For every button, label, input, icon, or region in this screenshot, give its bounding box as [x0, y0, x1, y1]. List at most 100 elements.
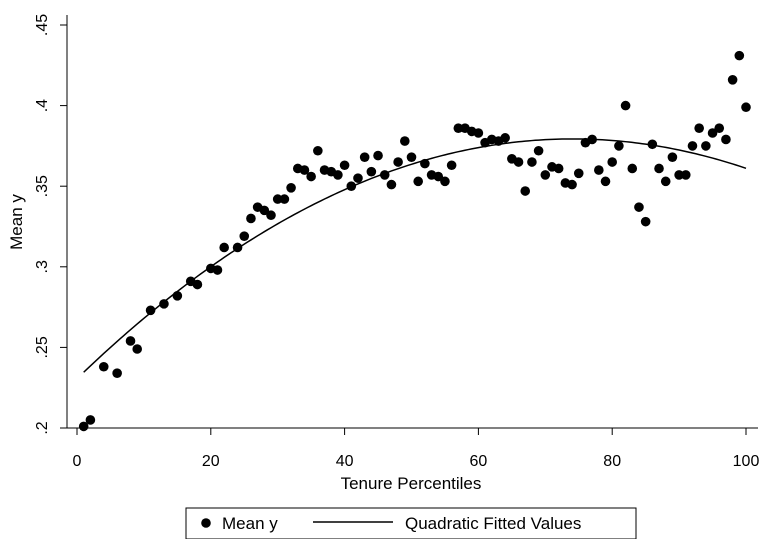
scatter-point [440, 176, 450, 187]
legend-label-mean-y: Mean y [222, 514, 278, 533]
x-tick-label: 80 [603, 453, 621, 470]
y-axis-title: Mean y [7, 194, 26, 250]
scatter-point [286, 183, 296, 193]
scatter-point [647, 139, 658, 150]
x-tick-label: 40 [336, 453, 354, 470]
scatter-point [406, 152, 417, 162]
legend-marker-mean-y [201, 518, 211, 528]
scatter-point [306, 171, 316, 182]
scatter-point [734, 50, 745, 61]
scatter-point [379, 170, 390, 180]
scatter-point [553, 163, 564, 174]
scatter-point [259, 205, 270, 216]
scatter-point [540, 170, 551, 180]
legend-label-quadratic: Quadratic Fitted Values [405, 514, 581, 533]
legend: Mean y Quadratic Fitted Values [185, 507, 637, 539]
scatter-point [694, 123, 704, 133]
x-tick-label: 20 [202, 453, 220, 470]
scatter-point [620, 100, 631, 111]
scatter-point [145, 305, 156, 316]
scatter-point [513, 157, 524, 167]
scatter-point [433, 171, 444, 182]
scatter-point [239, 231, 250, 241]
scatter-point [353, 173, 363, 183]
scatter-point [667, 152, 678, 162]
scatter-point [393, 157, 403, 167]
scatter-point [520, 186, 531, 196]
scatter-point [721, 134, 731, 145]
scatter-point [687, 141, 698, 151]
scatter-point [373, 150, 383, 161]
y-tick-label: .4 [34, 99, 51, 112]
scatter-point [78, 421, 89, 432]
y-tick-label: .2 [34, 421, 51, 434]
scatter-point [600, 176, 611, 187]
scatter-point [346, 181, 357, 191]
scatter-point [159, 299, 169, 309]
x-axis-title: Tenure Percentiles [341, 474, 482, 493]
scatter-point [634, 202, 644, 212]
scatter-point [654, 163, 664, 174]
scatter-point [701, 141, 711, 151]
scatter-point [594, 165, 604, 175]
scatter-point [266, 210, 276, 221]
scatter-point [232, 242, 243, 253]
scatter-point [741, 102, 751, 113]
scatter-point [299, 165, 310, 175]
scatter-point [453, 123, 464, 133]
scatter-point [500, 133, 510, 143]
scatter-point [339, 160, 350, 171]
scatter-point [446, 160, 457, 171]
plot-area [78, 50, 751, 432]
y-tick-label: .3 [34, 260, 51, 273]
scatter-point [680, 170, 691, 180]
x-tick-label: 0 [73, 453, 82, 470]
scatter-point [333, 170, 343, 180]
scatter-point [627, 163, 638, 174]
scatter-point [727, 75, 738, 85]
x-tick-label: 60 [470, 453, 488, 470]
scatter-point [219, 242, 229, 253]
scatter-point [279, 194, 290, 204]
scatter-point [614, 141, 624, 151]
scatter-point [607, 157, 617, 167]
axes [66, 15, 758, 429]
scatter-point [172, 291, 183, 301]
scatter-point [313, 145, 323, 156]
scatter-point [132, 344, 143, 354]
x-ticks: 0 20 40 60 80 100 [73, 428, 760, 470]
scatter-point [473, 128, 484, 138]
y-tick-label: .45 [34, 14, 51, 36]
scatter-point [420, 158, 430, 169]
scatter-point [386, 179, 397, 190]
scatter-point [674, 170, 684, 180]
scatter-point [125, 336, 136, 346]
y-tick-label: .35 [34, 175, 51, 197]
scatter-point [192, 279, 203, 290]
scatter-point [533, 145, 544, 156]
scatter-point [587, 134, 597, 145]
scatter-point [246, 213, 256, 224]
scatter-point [640, 216, 651, 227]
scatter-point [98, 361, 109, 372]
scatter-point [707, 128, 718, 138]
legend-box [185, 507, 637, 539]
scatter-point [413, 176, 423, 187]
scatter-point [212, 265, 223, 275]
scatter-point [272, 194, 283, 204]
scatter-point [112, 368, 122, 378]
y-tick-label: .25 [34, 336, 51, 358]
scatter-point [573, 168, 584, 179]
scatter-point [567, 179, 577, 190]
scatter-point [85, 415, 96, 425]
scatter-point [366, 166, 377, 177]
scatter-point [660, 176, 671, 187]
y-ticks: .2 .25 .3 .35 .4 .45 [34, 14, 67, 435]
scatter-point [400, 136, 410, 146]
scatter-point [359, 152, 370, 162]
scatter-point [714, 123, 725, 133]
scatter-point [527, 157, 537, 167]
x-tick-label: 100 [733, 453, 760, 470]
